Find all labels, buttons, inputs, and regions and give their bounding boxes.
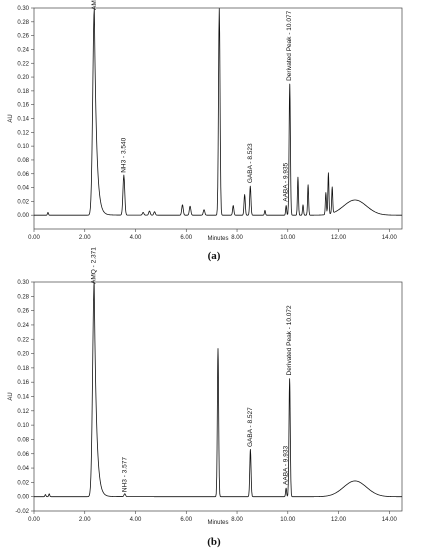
chromatogram-trace <box>34 282 402 498</box>
peak-label: NH3 - 3.540 <box>120 137 127 172</box>
y-tick-label: 0.04 <box>17 466 29 472</box>
y-axis-label: AU <box>8 392 14 400</box>
panel-label: (a) <box>208 250 221 262</box>
y-tick-label: 0.12 <box>17 130 29 136</box>
x-tick-label: 10.00 <box>280 517 296 523</box>
y-tick-label: 0.14 <box>17 117 29 123</box>
x-tick-label: 12.00 <box>331 235 347 241</box>
x-tick-label: 6.00 <box>180 517 192 523</box>
y-tick-label: 0.14 <box>17 395 29 401</box>
y-tick-label: 0.08 <box>17 437 29 443</box>
y-tick-label: 0.16 <box>17 380 29 386</box>
y-tick-label: 0.30 <box>17 280 29 286</box>
y-tick-label: 0.20 <box>17 75 29 81</box>
peak-label: AMQ - 2.376 <box>91 0 98 10</box>
y-tick-label: 0.26 <box>17 309 29 315</box>
x-tick-label: 12.00 <box>331 517 347 523</box>
y-axis-label: AU <box>8 114 14 122</box>
peak-label: Derivated Peak - 10.072 <box>286 305 293 375</box>
y-tick-label: 0.08 <box>17 158 29 164</box>
y-tick-label: -0.02 <box>15 509 29 515</box>
y-tick-label: 0.22 <box>17 61 29 67</box>
x-tick-label: 2.00 <box>79 235 91 241</box>
y-tick-label: 0.30 <box>17 6 29 12</box>
x-axis-label: Minutes <box>207 236 228 242</box>
x-tick-label: 6.00 <box>180 235 192 241</box>
y-tick-label: 0.06 <box>17 172 29 178</box>
y-tick-label: 0.18 <box>17 366 29 372</box>
chromatogram-trace <box>34 8 402 216</box>
peak-label: GABA - 8.523 <box>247 143 254 183</box>
y-tick-label: 0.10 <box>17 144 29 150</box>
y-tick-label: 0.26 <box>17 34 29 40</box>
peak-label: GABA - 8.527 <box>247 407 254 447</box>
y-tick-label: 0.12 <box>17 409 29 415</box>
y-tick-label: 0.28 <box>17 20 29 26</box>
x-tick-label: 10.00 <box>280 235 296 241</box>
x-axis-label: Minutes <box>207 520 228 526</box>
y-tick-label: 0.24 <box>17 47 29 53</box>
y-tick-label: 0.06 <box>17 452 29 458</box>
x-tick-label: 8.00 <box>231 235 243 241</box>
y-tick-label: 0.00 <box>17 213 29 219</box>
plot-frame <box>33 281 403 512</box>
y-tick-label: 0.18 <box>17 89 29 95</box>
x-tick-label: 8.00 <box>231 517 243 523</box>
y-tick-label: 0.20 <box>17 352 29 358</box>
x-tick-label: 14.00 <box>382 517 398 523</box>
y-tick-label: 0.24 <box>17 323 29 329</box>
y-tick-label: 0.04 <box>17 186 29 192</box>
y-tick-label: 0.00 <box>17 495 29 501</box>
y-tick-label: 0.02 <box>17 199 29 205</box>
peak-label: NH3 - 3.577 <box>121 457 128 492</box>
peak-label: AABA - 9.935 <box>283 162 290 201</box>
x-tick-label: 0.00 <box>28 235 40 241</box>
x-tick-label: 2.00 <box>79 517 91 523</box>
y-tick-label: 0.28 <box>17 294 29 300</box>
peak-label: AMQ - 2.371 <box>91 247 98 284</box>
peak-label: Derivated Peak - 10.077 <box>286 10 293 80</box>
peak-label: AABA - 9.933 <box>283 446 290 485</box>
panel-label: (b) <box>207 536 221 548</box>
y-tick-label: 0.22 <box>17 337 29 343</box>
chromatogram-b: -0.02 0.00 0.02 0.04 0.06 0.08 0.10 0.12 0.14 0.1… <box>8 247 403 548</box>
y-tick-label: 0.16 <box>17 103 29 109</box>
x-tick-label: 4.00 <box>130 517 142 523</box>
x-tick-label: 0.00 <box>28 517 40 523</box>
x-tick-label: 4.00 <box>130 235 142 241</box>
y-tick-label: 0.02 <box>17 480 29 486</box>
x-tick-label: 14.00 <box>382 235 398 241</box>
y-tick-label: 0.10 <box>17 423 29 429</box>
chromatogram-a: 0.00 0.02 0.04 0.06 0.08 0.10 0.12 0.14 0.16 0.18… <box>8 0 403 262</box>
